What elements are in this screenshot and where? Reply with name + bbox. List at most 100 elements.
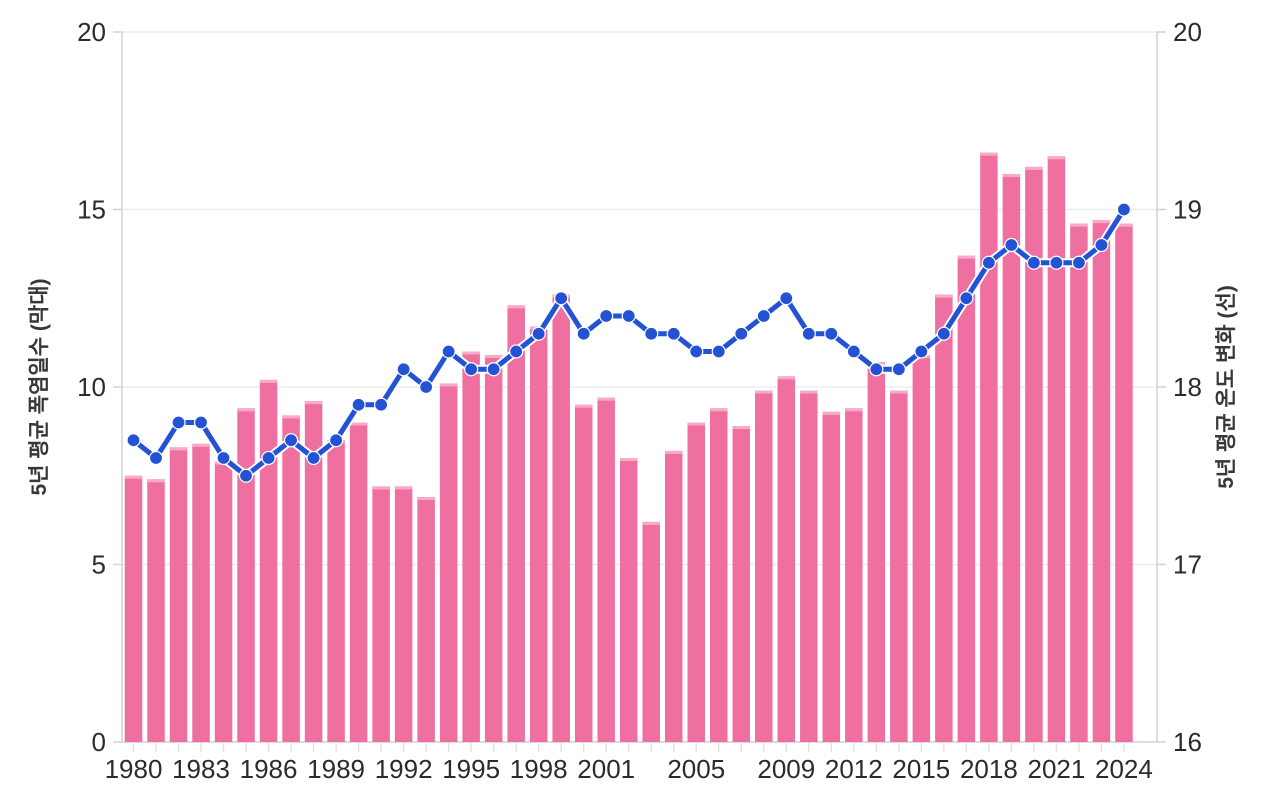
x-axis-tick-label: 1989	[307, 754, 365, 784]
bar-top-cap	[349, 422, 368, 426]
bar-top-cap	[484, 355, 503, 359]
bar-2010	[800, 390, 818, 742]
bar-1986	[259, 379, 278, 742]
bar-1992	[394, 486, 413, 742]
point-1987	[283, 433, 299, 448]
bar-top-cap	[372, 486, 390, 490]
bar-top-cap	[710, 408, 728, 412]
line-casing	[129, 205, 1129, 481]
bar-1982	[169, 447, 188, 742]
point-1981	[148, 450, 164, 466]
point-1988	[306, 450, 321, 466]
point-1998	[531, 326, 546, 341]
bar-top-cap	[1070, 223, 1088, 227]
bar-2022	[1070, 223, 1088, 742]
bar-top-cap	[304, 401, 323, 405]
point-1990	[351, 397, 366, 412]
bar-2004	[664, 450, 683, 742]
point-1985	[238, 468, 254, 483]
x-axis-tick-label: 2009	[757, 754, 815, 784]
bar-1996	[484, 355, 503, 742]
bar-1994	[439, 383, 458, 742]
point-2001	[599, 308, 614, 324]
bar-top-cap	[822, 411, 841, 415]
bar-top-cap	[1092, 220, 1111, 224]
bar-1984	[214, 461, 233, 742]
bar-1997	[507, 305, 525, 742]
bar-1998	[529, 326, 548, 742]
point-2003	[644, 326, 659, 341]
point-1997	[509, 344, 524, 359]
bar-2007	[732, 426, 751, 742]
line-series	[126, 202, 1132, 483]
point-2012	[846, 344, 861, 359]
bar-1991	[372, 486, 390, 742]
point-2006	[711, 344, 726, 359]
bar-top-cap	[574, 404, 593, 408]
point-2005	[689, 344, 704, 359]
bar-1999	[552, 294, 570, 742]
bar-2006	[710, 408, 728, 742]
bar-2021	[1047, 156, 1066, 742]
point-2000	[576, 326, 591, 341]
point-1989	[328, 433, 344, 448]
x-axis-tick-label: 1992	[375, 754, 433, 784]
bar-1983	[192, 443, 210, 742]
bar-top-cap	[890, 390, 908, 394]
bar-1988	[304, 401, 323, 742]
right-axis-tick-label: 16	[1173, 727, 1202, 757]
bar-top-cap	[394, 486, 413, 490]
bar-top-cap	[755, 390, 773, 394]
bar-top-cap	[1002, 174, 1021, 177]
bar-top-cap	[1047, 156, 1066, 160]
bar-1985	[237, 408, 255, 742]
x-axis-tick-label: 1995	[442, 754, 500, 784]
bar-1993	[417, 497, 435, 742]
bar-2024	[1115, 223, 1133, 742]
bar-top-cap	[462, 351, 480, 355]
bar-top-cap	[935, 294, 953, 298]
point-2009	[779, 291, 794, 306]
bar-top-cap	[147, 479, 165, 483]
x-axis-tick-label: 2021	[1027, 754, 1085, 784]
bar-series	[124, 152, 1133, 742]
point-2008	[756, 308, 771, 324]
bar-top-cap	[845, 408, 863, 412]
point-2022	[1071, 255, 1087, 270]
point-2011	[824, 326, 839, 341]
point-2016	[936, 326, 951, 341]
bar-1987	[282, 415, 300, 742]
bar-2008	[755, 390, 773, 742]
bar-1981	[147, 479, 165, 742]
x-axis-tick-label: 1998	[510, 754, 568, 784]
left-axis-tick-label: 0	[92, 727, 106, 757]
bar-top-cap	[957, 255, 976, 259]
point-2007	[734, 326, 749, 341]
bar-top-cap	[664, 450, 683, 454]
x-axis-tick-label: 2018	[960, 754, 1018, 784]
bar-1990	[349, 422, 368, 742]
bar-1995	[462, 351, 480, 742]
bar-2012	[845, 408, 863, 742]
x-axis-tick-label: 1986	[240, 754, 298, 784]
point-1993	[419, 379, 434, 395]
point-1984	[216, 450, 231, 466]
x-axis-tick-label: 2012	[825, 754, 883, 784]
bar-2013	[867, 362, 886, 742]
right-axis-tick-label: 19	[1173, 195, 1202, 225]
point-2002	[621, 308, 636, 324]
left-axis-title: 5년 평균 폭염일수 (막대)	[28, 278, 51, 495]
x-axis-tick-label: 2005	[667, 754, 725, 784]
bar-top-cap	[169, 447, 188, 451]
right-axis-tick-label: 17	[1173, 550, 1202, 580]
bar-top-cap	[439, 383, 458, 387]
bar-top-cap	[1115, 223, 1133, 227]
line-path	[131, 207, 1127, 479]
bar-top-cap	[1025, 166, 1043, 170]
point-2024	[1116, 202, 1132, 217]
bar-top-cap	[642, 521, 660, 525]
point-2023	[1094, 237, 1109, 253]
point-2017	[959, 291, 974, 306]
